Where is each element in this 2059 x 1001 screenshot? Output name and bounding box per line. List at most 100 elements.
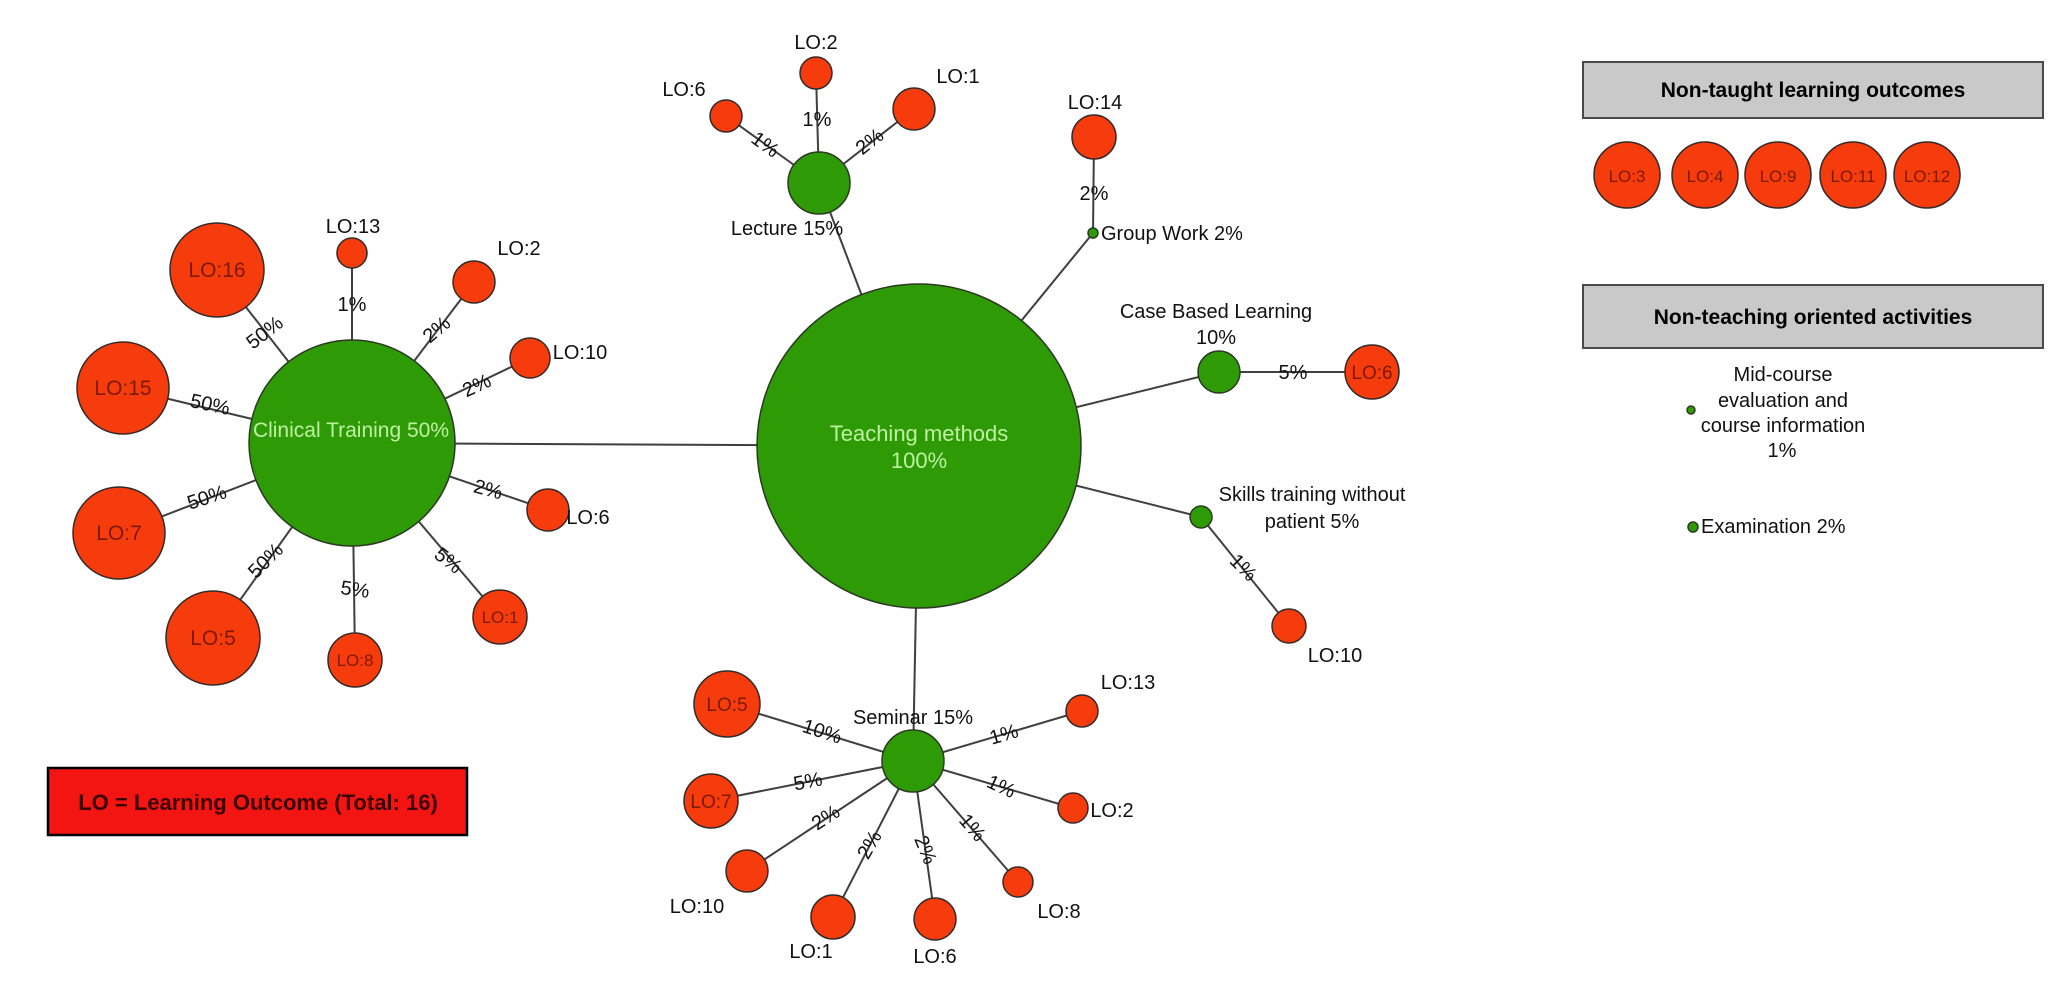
- clinical-lo7-label: LO:7: [96, 522, 142, 545]
- clinical-lo1-node: [472, 589, 528, 645]
- seminar-lo5-pct: 10%: [800, 715, 845, 748]
- seminar-lo6-node: [913, 897, 957, 941]
- groupwork-lo14-pct: 2%: [1080, 183, 1109, 205]
- lecture-lo1-label: LO:1: [936, 66, 979, 88]
- central-node-label-line2: 100%: [891, 448, 947, 473]
- seminar-lo1-node: [810, 894, 856, 940]
- seminar-node: [881, 729, 945, 793]
- clinical-lo16-pct: 50%: [242, 312, 287, 354]
- casebased-lo6-pct: 5%: [1279, 362, 1308, 384]
- examination-label: Examination 2%: [1701, 516, 1846, 538]
- clinical-lo2-node: [452, 260, 496, 304]
- seminar-lo2-pct: 1%: [983, 771, 1019, 803]
- legend-lo3-label: LO:3: [1609, 167, 1646, 186]
- seminar-lo7-node: [683, 773, 739, 829]
- edge-seminar-lo10: [746, 760, 914, 872]
- clinical-lo10-label: LO:10: [553, 342, 607, 364]
- legend-non-taught-title: Non-taught learning outcomes: [1661, 79, 1966, 102]
- lecture-lo6-node: [709, 99, 743, 133]
- case-based-label-line2: 10%: [1196, 327, 1236, 349]
- legend-non-taught-box: [1582, 61, 2044, 119]
- seminar-lo10-node: [725, 849, 769, 893]
- seminar-lo5-label: LO:5: [706, 695, 747, 716]
- skills-training-node: [1189, 505, 1213, 529]
- seminar-lo8-label: LO:8: [1037, 901, 1080, 923]
- lecture-lo2-node: [799, 56, 833, 90]
- clinical-lo15-pct: 50%: [188, 390, 232, 420]
- seminar-node-label: Seminar 15%: [853, 707, 973, 729]
- central-node-label-line1: Teaching methods: [830, 421, 1009, 446]
- seminar-lo1-pct: 2%: [853, 827, 887, 863]
- clinical-lo16-node: [169, 222, 265, 318]
- seminar-lo7-label: LO:7: [690, 792, 731, 813]
- case-based-label-line1: Case Based Learning: [1120, 301, 1312, 323]
- clinical-lo8-node: [327, 632, 383, 688]
- group-work-node: [1087, 227, 1099, 239]
- seminar-lo5-node: [693, 670, 761, 738]
- clinical-lo8-pct: 5%: [339, 577, 371, 603]
- seminar-lo8-node: [1002, 866, 1034, 898]
- clinical-training-node: [248, 339, 456, 547]
- seminar-lo1-label: LO:1: [789, 941, 832, 963]
- legend-lo3-node: [1593, 141, 1661, 209]
- seminar-lo6-label: LO:6: [913, 946, 956, 968]
- side-branches-text: LO:14 2% LO:6 5% LO:10 1%: [1068, 92, 1393, 667]
- clinical-lo16-label: LO:16: [188, 259, 245, 282]
- clinical-cluster-text: LO:16 LO:13 LO:2 LO:10 LO:6 LO:1 LO:8 LO…: [94, 216, 609, 670]
- seminar-lo13-label: LO:13: [1101, 672, 1155, 694]
- clinical-lo15-label: LO:15: [94, 377, 151, 400]
- lecture-lo6-label: LO:6: [662, 79, 705, 101]
- legend-non-teaching-box: [1582, 284, 2044, 349]
- clinical-lo1-pct: 5%: [430, 543, 466, 578]
- edge-seminar-lo7: [710, 760, 914, 802]
- clinical-lo5-node: [165, 590, 261, 686]
- clinical-lo7-node: [72, 486, 166, 580]
- seminar-lo6-pct: 2%: [909, 832, 940, 867]
- casebased-lo6-node: [1344, 344, 1400, 400]
- seminar-lo2-node: [1057, 792, 1089, 824]
- mid-course-label-line2: evaluation and: [1718, 390, 1848, 412]
- clinical-lo7-pct: 50%: [185, 481, 230, 514]
- note-box: [46, 766, 469, 837]
- case-based-node: [1197, 350, 1241, 394]
- seminar-lo10-pct: 2%: [808, 801, 844, 835]
- method-nodes: [248, 151, 1241, 793]
- legend-lo4-node: [1671, 141, 1739, 209]
- lecture-lo6-pct: 1%: [747, 128, 783, 163]
- mid-course-dot: [1686, 405, 1696, 415]
- clinical-lo6-node: [526, 488, 570, 532]
- mid-course-label-line3: course information: [1701, 415, 1866, 437]
- lecture-lo2-pct: 1%: [803, 109, 832, 131]
- clinical-lo2-label: LO:2: [497, 238, 540, 260]
- skills-lo10-label: LO:10: [1308, 645, 1362, 667]
- skills-lo10-pct: 1%: [1225, 550, 1261, 586]
- legend-lo12-label: LO:12: [1904, 167, 1950, 186]
- clinical-lo5-label: LO:5: [190, 627, 236, 650]
- clinical-lo5-pct: 50%: [244, 539, 288, 583]
- clinical-node-label: Clinical Training 50%: [253, 419, 449, 442]
- lecture-node: [787, 151, 851, 215]
- groupwork-lo14-node: [1071, 114, 1117, 160]
- legend-lo9-node: [1744, 141, 1812, 209]
- legend-non-taught: Non-taught learning outcomes LO:3 LO:4 L…: [1582, 61, 2044, 209]
- skills-lo10-node: [1271, 608, 1307, 644]
- clinical-lo15-node: [76, 341, 170, 435]
- clinical-lo6-pct: 2%: [471, 476, 505, 505]
- seminar-lo13-pct: 1%: [987, 720, 1021, 749]
- legend-lo11-label: LO:11: [1830, 167, 1875, 186]
- clinical-lo6-label: LO:6: [566, 507, 609, 529]
- clinical-lo2-pct: 2%: [419, 312, 455, 348]
- lecture-lo1-node: [892, 87, 936, 131]
- seminar-lo10-label: LO:10: [670, 896, 724, 918]
- legend-lo12-node: [1893, 141, 1961, 209]
- outcome-nodes: [72, 56, 1400, 941]
- note: LO = Learning Outcome (Total: 16): [46, 766, 469, 837]
- skills-label-line2: patient 5%: [1265, 511, 1360, 533]
- seminar-lo7-pct: 5%: [792, 768, 825, 795]
- legend-lo11-node: [1819, 141, 1887, 209]
- legend-non-teaching: Non-teaching oriented activities Mid-cou…: [1582, 284, 2044, 538]
- edge-skills-lo10: [1200, 516, 1290, 627]
- legend-lo9-label: LO:9: [1760, 167, 1797, 186]
- clinical-lo13-node: [336, 237, 368, 269]
